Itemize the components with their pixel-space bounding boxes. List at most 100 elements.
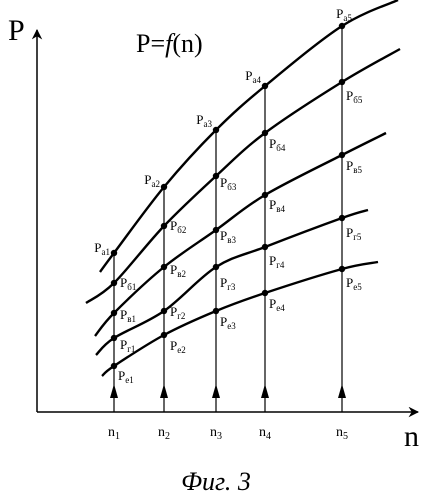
point-label-sub: г2 [177,311,185,321]
point-marker [213,127,219,133]
point-label: Pа4 [245,68,261,85]
point-marker [161,264,167,270]
formula-prefix: P= [136,29,165,58]
point-label-main: P [245,68,252,83]
point-label: Pб1 [120,275,136,292]
point-label-sub: е4 [276,303,285,313]
point-marker [339,266,345,272]
point-label-sub: б1 [127,282,136,292]
x-tick-label: n1 [108,425,120,442]
point-label-main: P [144,172,151,187]
point-label-sub: г1 [127,344,135,354]
point-marker [213,308,219,314]
point-label: Pе5 [346,275,362,292]
point-marker [111,310,117,316]
point-label: Pв2 [170,262,186,279]
point-label: Pв4 [269,197,285,214]
point-label-sub: б4 [276,143,286,153]
point-marker [262,290,268,296]
point-label-main: P [120,275,127,290]
point-label-sub: а3 [204,119,213,129]
point-marker [111,363,117,369]
point-marker [262,192,268,198]
point-label: Pа3 [196,112,212,129]
point-label: Pг1 [120,337,135,354]
point-label: Pб4 [269,136,286,153]
point-label-sub: а2 [152,179,161,189]
point-label-main: P [269,253,276,268]
figure-caption: Фиг. 3 [181,467,251,496]
n-vertical-lines [110,24,346,412]
point-label-main: P [196,112,203,127]
x-tick-label: n2 [158,425,170,442]
point-marker [161,223,167,229]
point-marker [339,23,345,29]
point-marker [161,308,167,314]
point-label-sub: б2 [177,225,186,235]
point-marker [161,184,167,190]
n2-arrow-icon [160,384,168,398]
point-label: Pб3 [220,175,237,192]
point-label: Pг2 [170,304,185,321]
y-axis-label: P [8,14,25,47]
point-marker [339,152,345,158]
point-marker [262,130,268,136]
n5-arrow-icon [338,384,346,398]
point-marker [111,280,117,286]
point-label-main: P [220,275,227,290]
point-marker [213,227,219,233]
point-marker [213,173,219,179]
point-label-main: P [269,296,276,311]
point-label-sub: е2 [177,345,186,355]
point-label-sub: в1 [127,314,136,324]
point-label-main: P [220,228,227,243]
formula-suffix: (n) [172,29,202,58]
point-label-main: P [269,136,276,151]
point-marker [339,79,345,85]
point-label: Pг5 [346,225,362,242]
point-marker [111,335,117,341]
tick-label-sub: 2 [165,431,170,442]
point-label-main: P [346,275,353,290]
formula-label: P=f(n) [136,29,203,58]
tick-label-sub: 4 [266,431,271,442]
n4-arrow-icon [261,384,269,398]
point-marker [262,244,268,250]
point-label-main: P [220,175,227,190]
x-tick-label: n5 [336,425,348,442]
point-label-main: P [220,314,227,329]
point-label-main: P [170,338,177,353]
point-label-main: P [170,262,177,277]
tick-label-sub: 3 [217,431,222,442]
point-label: Pб2 [170,218,186,235]
point-label-main: P [346,225,353,240]
tick-label-sub: 5 [343,431,348,442]
point-label: Pе4 [269,296,285,313]
point-label-sub: е1 [125,375,134,385]
point-label-main: P [170,218,177,233]
point-label: Pа5 [336,6,352,23]
point-label-main: P [346,158,353,173]
point-label: Pв3 [220,228,236,245]
point-label-sub: в5 [353,165,362,175]
point-label-main: P [336,6,343,21]
tick-label-main: n [158,425,165,440]
point-label-sub: г5 [353,232,362,242]
point-label-main: P [170,304,177,319]
x-tick-labels: n1n2n3n4n5 [108,425,348,442]
point-label: Pв5 [346,158,362,175]
tick-label-sub: 1 [115,431,120,442]
point-label: Pа2 [144,172,160,189]
point-label-sub: г4 [276,260,285,270]
curve-5 [102,262,378,376]
n3-arrow-icon [212,384,220,398]
point-label-sub: в2 [177,269,186,279]
point-marker [339,215,345,221]
x-axis-label: n [404,420,419,453]
tick-label-main: n [210,425,217,440]
point-label: Pа1 [94,240,110,257]
point-label-sub: в4 [276,204,285,214]
x-tick-label: n3 [210,425,222,442]
tick-label-main: n [259,425,266,440]
